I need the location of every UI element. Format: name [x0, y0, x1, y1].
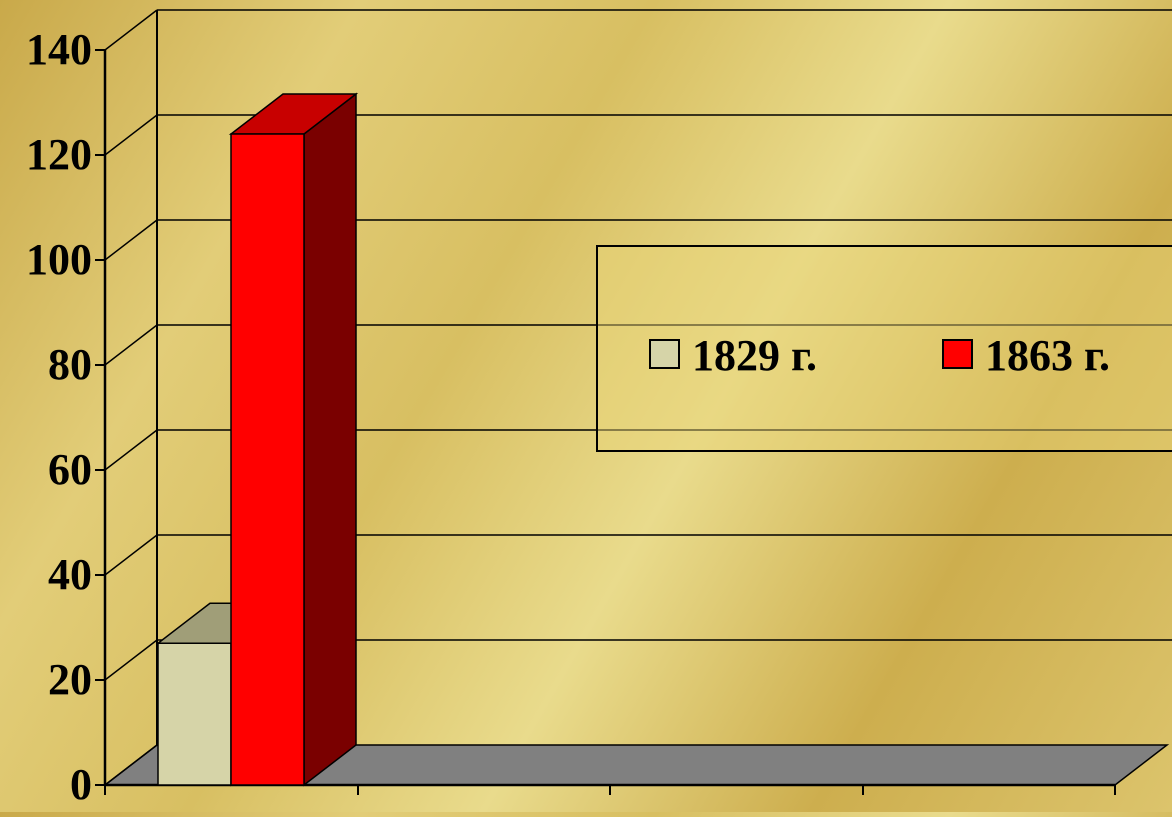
side-wall-gridline	[104, 219, 158, 261]
bar	[157, 642, 232, 786]
y-tick-label: 120	[26, 130, 92, 179]
bar	[230, 133, 305, 786]
y-tick-label: 80	[48, 340, 92, 389]
y-tick-label: 0	[70, 760, 92, 809]
side-wall-gridline	[104, 639, 158, 681]
y-tick-label: 20	[48, 655, 92, 704]
legend-label: 1829 г.	[692, 331, 817, 380]
legend-label: 1863 г.	[985, 331, 1110, 380]
y-tick-label: 40	[48, 550, 92, 599]
side-wall-gridline	[104, 324, 158, 366]
side-wall-gridline	[104, 9, 158, 51]
side-wall-gridline	[104, 744, 158, 786]
legend-swatch	[942, 339, 973, 369]
bar-side	[303, 92, 357, 787]
side-wall-gridline	[104, 429, 158, 471]
side-wall-gridline	[104, 534, 158, 576]
side-wall-gridline	[104, 114, 158, 156]
legend-swatch	[649, 339, 680, 369]
y-tick-label: 100	[26, 235, 92, 284]
y-tick-label: 140	[26, 25, 92, 74]
legend-box	[596, 245, 1172, 452]
y-tick-label: 60	[48, 445, 92, 494]
